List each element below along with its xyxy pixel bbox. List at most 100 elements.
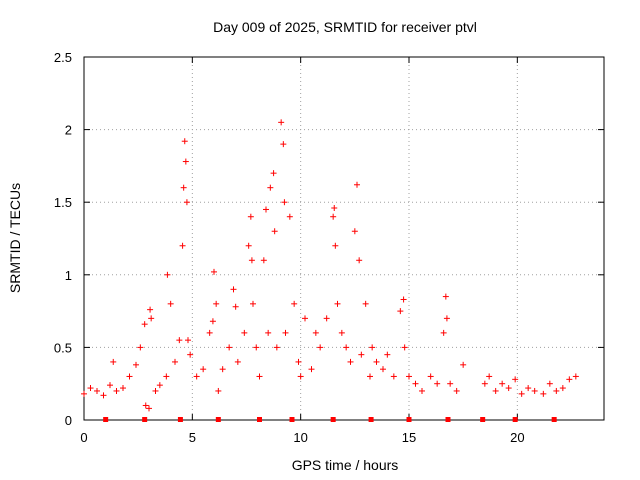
data-point bbox=[412, 380, 419, 387]
data-point bbox=[213, 300, 220, 307]
x-tick-label: 20 bbox=[510, 430, 524, 445]
data-point bbox=[295, 358, 302, 365]
gap-marker bbox=[406, 417, 412, 422]
data-point bbox=[317, 344, 324, 351]
data-point bbox=[248, 257, 255, 264]
data-point bbox=[271, 228, 278, 235]
data-point bbox=[120, 385, 126, 392]
data-point bbox=[566, 376, 573, 383]
y-tick-label: 2.5 bbox=[54, 50, 72, 65]
gap-marker bbox=[289, 417, 295, 422]
gap-markers bbox=[103, 417, 557, 422]
data-point bbox=[369, 344, 376, 351]
data-point bbox=[572, 373, 579, 380]
data-point bbox=[390, 373, 397, 380]
data-point bbox=[397, 308, 404, 315]
gap-marker bbox=[215, 417, 221, 422]
data-point bbox=[181, 138, 188, 145]
data-point bbox=[209, 318, 216, 325]
data-point bbox=[358, 351, 365, 358]
data-point bbox=[351, 228, 358, 235]
x-axis-label: GPS time / hours bbox=[292, 457, 399, 473]
data-point bbox=[185, 337, 191, 344]
y-tick-label: 1 bbox=[65, 268, 72, 283]
data-point bbox=[247, 213, 254, 220]
data-point bbox=[442, 293, 449, 300]
data-point bbox=[179, 242, 186, 249]
x-tick-label: 10 bbox=[293, 430, 307, 445]
data-point bbox=[113, 387, 120, 394]
data-point bbox=[443, 315, 450, 322]
data-point bbox=[297, 373, 304, 380]
data-point bbox=[546, 380, 553, 387]
data-point bbox=[226, 344, 233, 351]
data-point bbox=[219, 366, 226, 373]
data-point bbox=[492, 387, 499, 394]
y-axis-label: SRMTID / TECUs bbox=[7, 183, 23, 293]
gap-marker bbox=[512, 417, 518, 422]
data-point bbox=[286, 213, 293, 220]
data-point bbox=[234, 358, 241, 365]
data-point bbox=[126, 373, 133, 380]
data-point bbox=[347, 358, 354, 365]
data-point bbox=[100, 392, 107, 399]
data-point bbox=[267, 184, 274, 191]
data-point bbox=[87, 385, 94, 392]
plot-frame bbox=[83, 56, 605, 421]
data-point bbox=[531, 387, 538, 394]
data-point bbox=[211, 268, 217, 275]
data-point bbox=[141, 321, 148, 328]
gap-marker bbox=[330, 417, 336, 422]
data-point bbox=[419, 387, 425, 394]
data-point bbox=[176, 337, 183, 344]
data-point bbox=[380, 366, 386, 373]
data-point bbox=[499, 380, 506, 387]
data-point bbox=[164, 271, 171, 278]
data-point bbox=[460, 361, 467, 368]
chart-title: Day 009 of 2025, SRMTID for receiver ptv… bbox=[213, 19, 477, 35]
data-point bbox=[273, 344, 280, 351]
data-point bbox=[440, 329, 447, 336]
gap-marker bbox=[480, 417, 486, 422]
x-tick-label: 5 bbox=[189, 430, 196, 445]
data-point bbox=[187, 351, 194, 358]
data-point bbox=[148, 315, 155, 322]
data-point bbox=[133, 361, 139, 368]
data-point bbox=[280, 141, 287, 148]
data-point bbox=[486, 373, 493, 380]
data-point bbox=[518, 390, 525, 397]
data-point bbox=[525, 385, 532, 392]
data-point bbox=[183, 199, 190, 206]
data-point bbox=[291, 300, 298, 307]
data-point bbox=[401, 344, 408, 351]
data-point bbox=[332, 242, 339, 249]
data-point bbox=[406, 373, 412, 380]
data-point bbox=[343, 344, 350, 351]
data-point bbox=[180, 184, 187, 191]
gap-marker bbox=[103, 417, 109, 422]
data-point bbox=[367, 373, 373, 380]
data-point bbox=[182, 158, 189, 165]
gap-marker bbox=[551, 417, 557, 422]
gap-marker bbox=[257, 417, 262, 422]
data-point bbox=[512, 376, 519, 383]
data-point bbox=[362, 300, 369, 307]
data-point bbox=[559, 385, 566, 392]
data-point bbox=[230, 286, 237, 293]
data-point bbox=[81, 390, 87, 397]
data-point bbox=[146, 405, 152, 412]
data-point bbox=[142, 402, 149, 409]
data-point bbox=[447, 380, 454, 387]
data-point bbox=[172, 358, 178, 365]
gap-marker bbox=[177, 417, 183, 422]
data-point bbox=[323, 315, 330, 322]
data-point bbox=[540, 390, 547, 397]
data-point bbox=[215, 387, 222, 394]
data-point bbox=[253, 344, 260, 351]
data-point bbox=[260, 257, 267, 264]
data-point bbox=[400, 296, 407, 303]
y-tick-label: 1.5 bbox=[54, 195, 72, 210]
data-point bbox=[107, 382, 113, 389]
